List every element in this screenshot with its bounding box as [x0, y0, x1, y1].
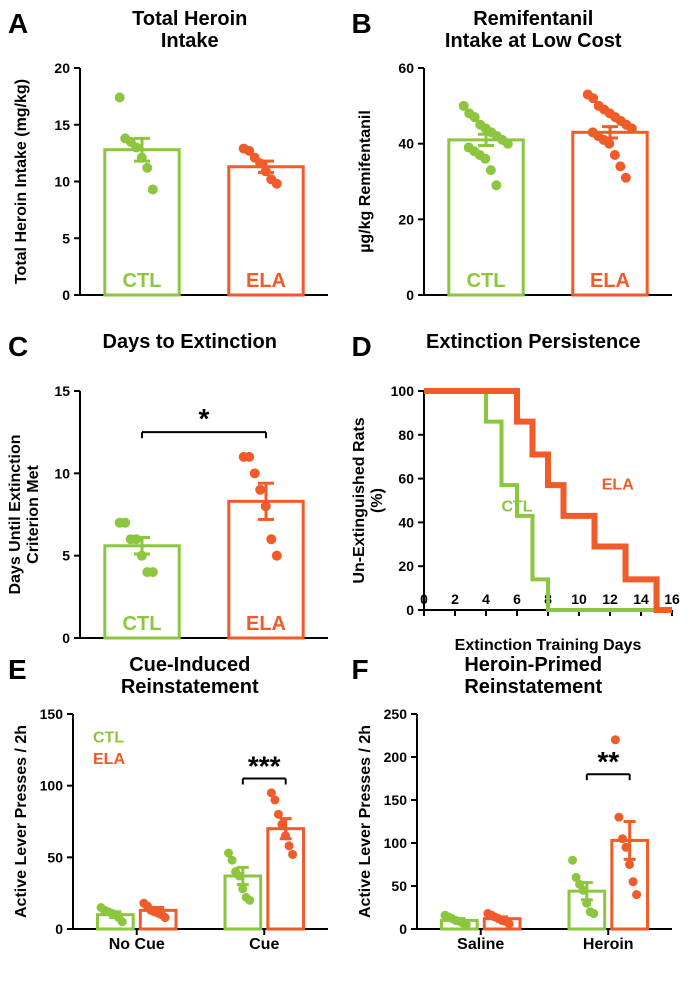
svg-text:Saline: Saline: [457, 936, 504, 953]
svg-text:CTL: CTL: [93, 730, 124, 747]
panel-letter: B: [352, 8, 372, 40]
panel-letter: D: [352, 331, 372, 363]
svg-text:150: 150: [40, 706, 64, 722]
svg-text:ELA: ELA: [246, 613, 286, 635]
svg-text:50: 50: [391, 878, 407, 894]
svg-text:0: 0: [62, 630, 70, 646]
svg-text:20: 20: [398, 558, 414, 574]
svg-text:15: 15: [54, 383, 70, 399]
svg-text:10: 10: [54, 174, 70, 190]
svg-text:60: 60: [398, 60, 414, 76]
panel-letter: A: [8, 8, 28, 40]
svg-text:Un-Extinguished Rats: Un-Extinguished Rats: [352, 417, 368, 583]
panel-b: B Remifentanil Intake at Low Cost 0 20 40 6…: [352, 8, 686, 313]
svg-text:CTL: CTL: [466, 270, 505, 292]
chart-f: 0 50 100 150 200 250 Active Lever Presses / 2h…: [352, 704, 682, 959]
chart-d: 0204060801000246810121416Un-Extinguished…: [352, 381, 682, 656]
svg-text:15: 15: [54, 117, 70, 133]
panel-title: Cue-Induced Reinstatement: [38, 654, 342, 698]
svg-text:CTL: CTL: [501, 498, 532, 515]
svg-text:50: 50: [47, 849, 63, 865]
svg-text:150: 150: [383, 792, 407, 808]
svg-text:20: 20: [398, 211, 414, 227]
panel-d: D Extinction Persistence 0 20 40 60 80 100 0 2 4…: [352, 331, 686, 636]
svg-text:4: 4: [482, 591, 490, 607]
svg-text:60: 60: [398, 471, 414, 487]
svg-text:16: 16: [664, 591, 680, 607]
svg-text:0: 0: [406, 287, 414, 303]
svg-text:Active Lever Presses / 2h: Active Lever Presses / 2h: [13, 725, 30, 918]
svg-text:Cue: Cue: [249, 936, 279, 953]
svg-text:20: 20: [54, 60, 70, 76]
svg-text:0: 0: [406, 602, 414, 618]
panel-c: C Days to Extinction 051015Days Until Ex…: [8, 331, 342, 636]
svg-text:Criterion Met: Criterion Met: [25, 464, 42, 563]
panel-letter: C: [8, 331, 28, 363]
svg-text:Active Lever Presses / 2h: Active Lever Presses / 2h: [357, 725, 374, 918]
chart-e: 0 50 100 150 Active Lever Presses / 2h No Cue…: [8, 704, 338, 959]
svg-text:10: 10: [54, 465, 70, 481]
panel-a: A Total Heroin Intake 0 5 10 15 20 Total Hero…: [8, 8, 342, 313]
svg-text:100: 100: [383, 835, 407, 851]
panel-title: Heroin-Primed Reinstatement: [382, 654, 686, 698]
svg-text:***: ***: [248, 751, 281, 782]
svg-text:5: 5: [62, 230, 70, 246]
svg-text:40: 40: [398, 514, 414, 530]
panel-title: Days to Extinction: [38, 331, 342, 353]
svg-text:5: 5: [62, 548, 70, 564]
svg-text:CTL: CTL: [123, 270, 162, 292]
svg-text:No Cue: No Cue: [109, 936, 165, 953]
svg-text:200: 200: [383, 749, 407, 765]
svg-text:Total Heroin Intake (mg/kg): Total Heroin Intake (mg/kg): [13, 79, 30, 284]
svg-text:0: 0: [399, 921, 407, 937]
svg-text:ELA: ELA: [601, 477, 633, 494]
svg-text:Heroin: Heroin: [582, 936, 633, 953]
panel-title: Remifentanil Intake at Low Cost: [382, 8, 686, 52]
svg-text:10: 10: [571, 591, 587, 607]
svg-text:14: 14: [633, 591, 649, 607]
svg-text:2: 2: [451, 591, 459, 607]
svg-text:250: 250: [383, 706, 407, 722]
chart-b: 0 20 40 60 µg/kg Remifentanil CTL ELA: [352, 58, 682, 313]
svg-text:CTL: CTL: [123, 613, 162, 635]
svg-text:80: 80: [398, 427, 414, 443]
panel-title: Total Heroin Intake: [38, 8, 342, 52]
panel-f: F Heroin-Primed Reinstatement 0 50 100 150 2…: [352, 654, 686, 959]
svg-text:(%): (%): [369, 488, 386, 513]
panel-letter: F: [352, 654, 369, 686]
svg-text:ELA: ELA: [246, 270, 286, 292]
svg-text:0: 0: [55, 921, 63, 937]
svg-text:0: 0: [62, 287, 70, 303]
svg-text:Extinction Training Days: Extinction Training Days: [454, 637, 641, 654]
panel-title: Extinction Persistence: [382, 331, 686, 353]
svg-text:0: 0: [420, 591, 428, 607]
svg-text:**: **: [597, 746, 619, 777]
svg-text:100: 100: [40, 778, 64, 794]
svg-text:12: 12: [602, 591, 618, 607]
svg-text:40: 40: [398, 136, 414, 152]
svg-text:ELA: ELA: [93, 751, 125, 768]
svg-text:*: *: [199, 403, 210, 434]
svg-text:6: 6: [513, 591, 521, 607]
svg-text:100: 100: [390, 383, 414, 399]
panel-letter: E: [8, 654, 27, 686]
svg-text:Days Until Extinction: Days Until Extinction: [8, 434, 24, 594]
chart-c: 0 5 10 15 Days Until ExtinctionCriterion Met…: [8, 381, 338, 656]
svg-text:ELA: ELA: [590, 270, 630, 292]
chart-a: 0 5 10 15 20 Total Heroin Intake (mg/kg) CTL EL…: [8, 58, 338, 313]
svg-text:µg/kg Remifentanil: µg/kg Remifentanil: [357, 110, 374, 253]
panel-e: E Cue-Induced Reinstatement 0 50 100 150 Act…: [8, 654, 342, 959]
